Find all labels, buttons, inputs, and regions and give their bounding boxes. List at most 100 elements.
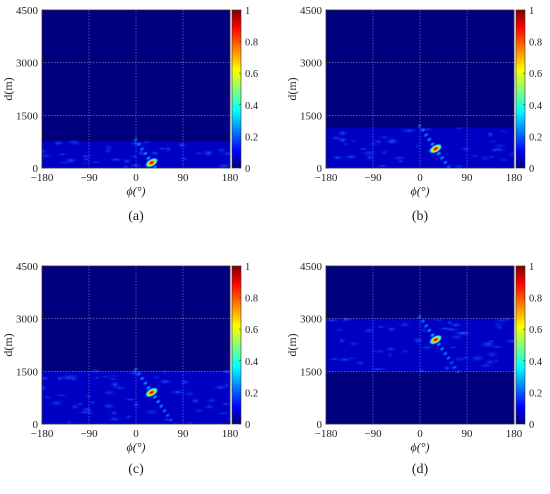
colorbar — [515, 9, 526, 169]
colorbar-tick-label: 0 — [529, 420, 534, 431]
x-tick-label: −180 — [31, 172, 54, 184]
speckle — [385, 326, 398, 332]
peak-marker — [144, 387, 159, 398]
speckle — [399, 348, 411, 354]
speckle — [214, 411, 230, 416]
ridge-blob — [158, 403, 165, 409]
ridge-blob — [135, 141, 143, 147]
speckle — [84, 395, 93, 399]
colorbar-tick-label: 0 — [245, 420, 250, 431]
y-tick-label: 1500 — [16, 110, 39, 122]
speckle — [80, 161, 91, 166]
speckle — [483, 350, 501, 359]
colorbar-tick-label: 0.6 — [529, 325, 542, 336]
speckle — [81, 156, 92, 163]
ridge-blob — [419, 127, 427, 133]
speckle — [179, 156, 190, 161]
speckle — [124, 414, 134, 420]
speckle — [385, 351, 395, 359]
x-tick-label: 90 — [178, 172, 190, 184]
ridge-blob — [422, 132, 430, 138]
speckle — [354, 359, 367, 367]
speckle — [109, 409, 120, 417]
x-tick-label: −180 — [315, 172, 338, 184]
ridge-blob — [422, 323, 430, 329]
colorbar-tick-label: 1 — [245, 262, 250, 273]
panel-2: −180 −90 0 90 180 0 1500 3000 4500 ϕ(°) d(m) 0 0.2 0.… — [285, 5, 543, 224]
x-tick-label: 0 — [417, 172, 423, 184]
speckle — [203, 403, 216, 411]
x-tick-label: −90 — [364, 428, 382, 440]
speckle — [477, 362, 495, 369]
ridge-blob — [438, 346, 446, 352]
x-tick-label: −180 — [315, 428, 338, 440]
ridge-blob — [138, 375, 146, 382]
speckle — [340, 316, 351, 323]
speckle — [490, 143, 509, 149]
speckle — [219, 150, 230, 157]
speckle — [189, 397, 201, 405]
heatmap-field — [326, 314, 514, 375]
y-axis-label: d(m) — [285, 333, 299, 356]
colorbar — [515, 265, 526, 425]
panel-label: (c) — [128, 462, 144, 477]
colorbar-tick-label: 0 — [245, 164, 250, 175]
colorbar-tick-label: 0.2 — [529, 388, 542, 399]
speckle — [129, 154, 139, 159]
speckle — [88, 400, 97, 405]
x-axis-label: ϕ(°) — [126, 184, 145, 198]
speckle — [92, 375, 102, 380]
ridge-blob — [451, 364, 459, 370]
panel-1: −180 −90 0 90 180 0 1500 3000 4500 ϕ(°) d(m) 0 0.2 0.… — [1, 5, 259, 224]
speckle — [65, 140, 81, 144]
panel-label: (b) — [412, 209, 429, 224]
speckle — [497, 129, 510, 133]
y-tick-label: 4500 — [300, 261, 323, 273]
speckle — [52, 393, 70, 397]
speckle — [176, 141, 188, 149]
x-tick-label: 90 — [462, 172, 474, 184]
speckle — [468, 353, 488, 362]
speckle — [42, 384, 49, 392]
ridge-blob — [445, 164, 452, 168]
speckle — [42, 394, 55, 401]
speckle — [379, 149, 389, 156]
ridge-blob — [416, 314, 423, 320]
panel-label: (d) — [412, 462, 429, 477]
speckle — [79, 406, 95, 412]
colorbar-tick-label: 0.8 — [529, 38, 542, 49]
colorbar-tick-label: 1 — [529, 6, 534, 17]
y-tick-label: 4500 — [16, 5, 39, 17]
speckle — [346, 341, 362, 347]
speckle — [497, 158, 511, 162]
peak-marker — [144, 157, 159, 168]
colorbar-tick-label: 0.8 — [245, 38, 258, 49]
speckle — [103, 144, 115, 152]
speckle — [141, 408, 162, 416]
speckle — [447, 345, 459, 350]
speckle — [120, 157, 133, 165]
speckle — [101, 388, 117, 397]
colorbar-tick-label: 0.4 — [245, 101, 259, 112]
speckle — [63, 375, 81, 382]
x-tick-label: −90 — [80, 172, 98, 184]
speckle — [107, 157, 125, 162]
ridge-blob — [164, 412, 171, 419]
y-tick-label: 1500 — [16, 366, 39, 378]
x-tick-label: 0 — [133, 172, 139, 184]
colorbar-tick-label: 0.4 — [245, 357, 259, 368]
speckle — [451, 164, 467, 168]
ridge-blob — [161, 408, 168, 414]
speckle — [97, 375, 114, 379]
ridge-blob — [142, 150, 149, 157]
colorbar-tick-label: 0.6 — [245, 69, 258, 80]
ridge-blob — [416, 123, 423, 129]
colorbar — [231, 9, 242, 169]
speckle — [397, 321, 413, 328]
x-tick-label: 90 — [178, 428, 190, 440]
y-tick-label: 0 — [317, 419, 323, 431]
x-tick-label: 0 — [417, 428, 423, 440]
y-tick-label: 0 — [33, 163, 39, 175]
ridge-blob — [438, 155, 446, 161]
x-axis-label: ϕ(°) — [126, 440, 145, 454]
